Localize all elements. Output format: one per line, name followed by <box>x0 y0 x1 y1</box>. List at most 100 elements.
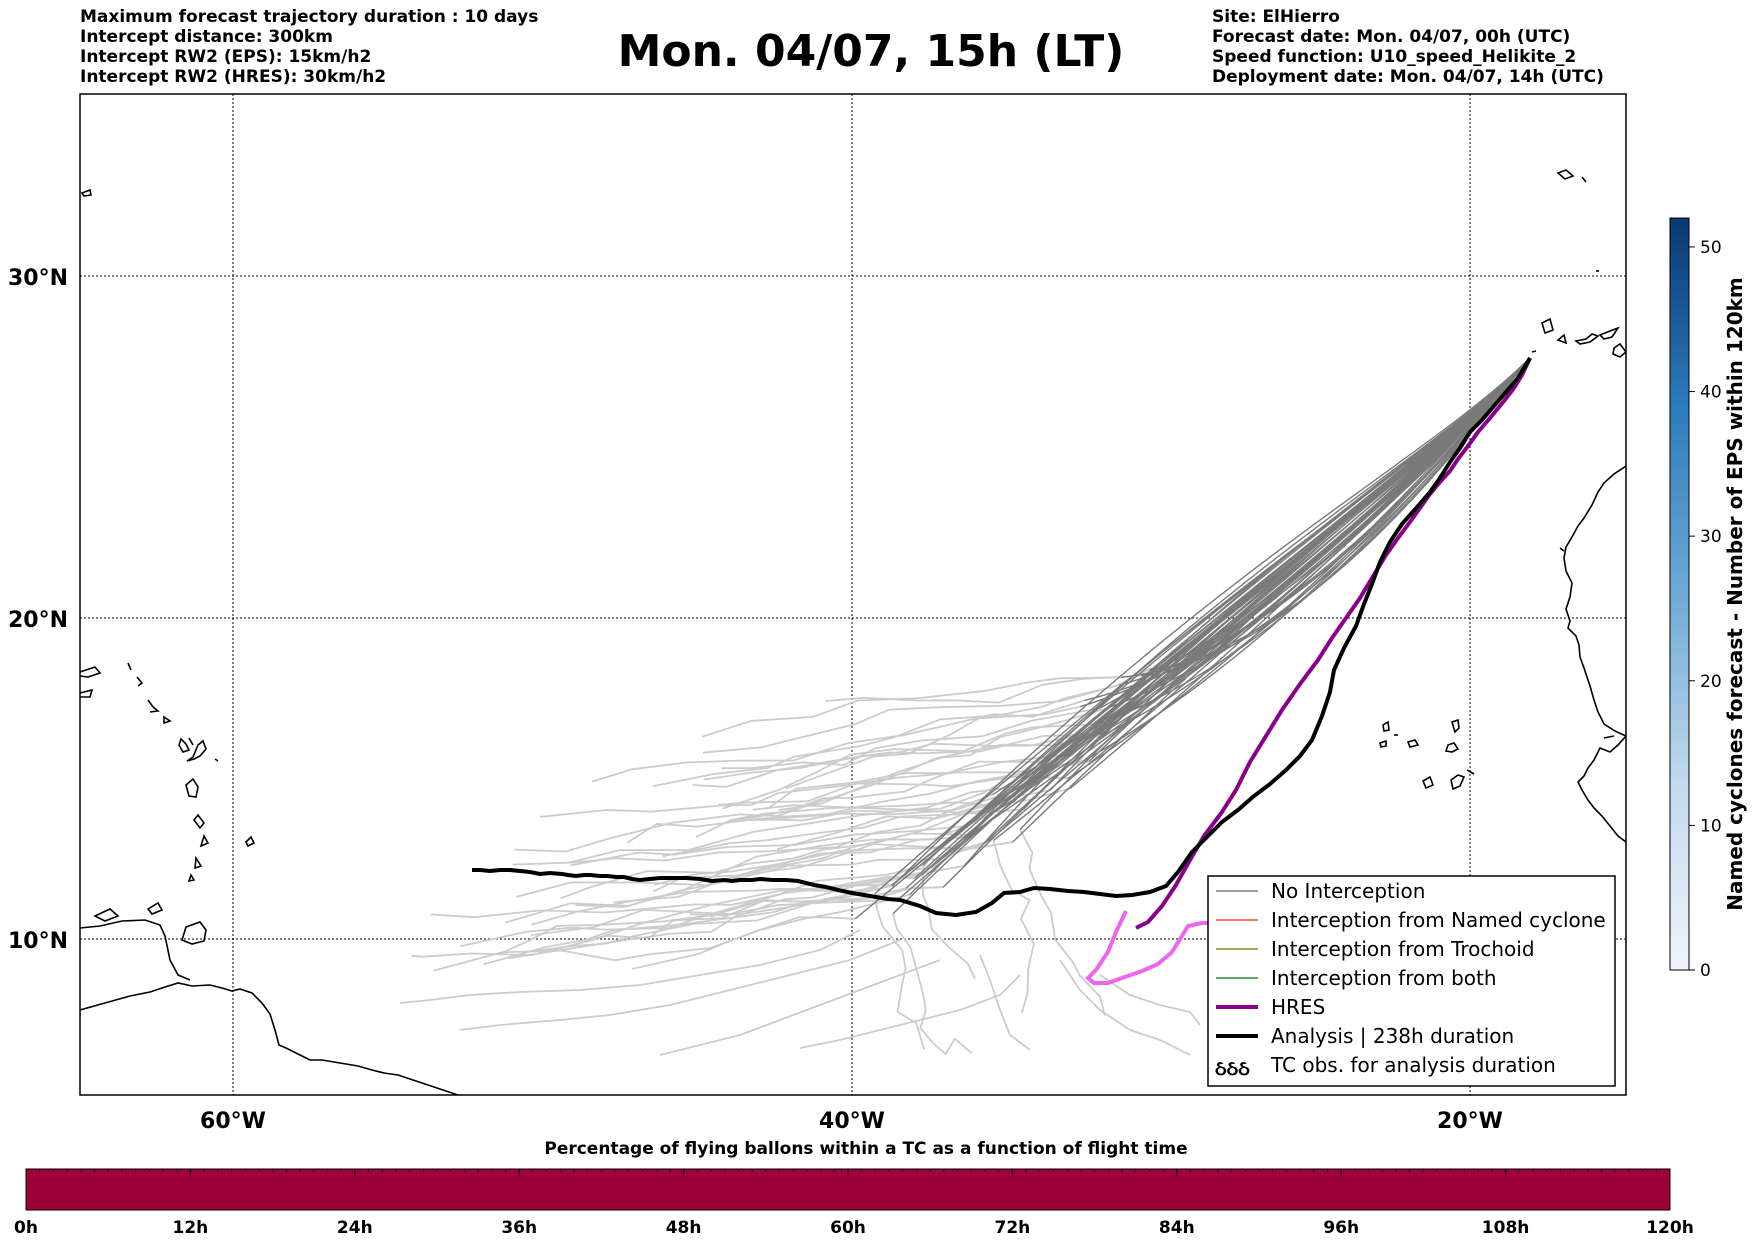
ensemble-late-segment <box>459 939 901 1031</box>
header-left-line: Maximum forecast trajectory duration : 1… <box>80 7 539 27</box>
timebar-tick-label: 96h <box>1323 1218 1359 1238</box>
colorbar-tick-label: 30 <box>1700 527 1722 547</box>
island-la-palma <box>1541 317 1554 335</box>
island-trinidad <box>181 921 207 945</box>
hres-trajectory <box>1135 357 1532 930</box>
analysis-trajectory <box>472 356 1532 918</box>
hres-late-trajectory <box>1085 910 1212 985</box>
legend-label: Analysis | 238h duration <box>1271 1024 1514 1048</box>
ensemble-late-segment <box>514 791 1012 853</box>
timebar-tick-label: 24h <box>337 1218 373 1238</box>
ensemble-late-segment <box>721 707 1100 770</box>
legend-tc-obs-glyph: ઠઠઠ <box>1215 1056 1250 1080</box>
ensemble-trajectory <box>987 357 1531 842</box>
timebar-title: Percentage of flying ballons within a TC… <box>544 1139 1187 1159</box>
colorbar-label: Named cyclones forecast - Number of EPS … <box>1723 277 1747 911</box>
timebar-tick-label: 120h <box>1646 1218 1694 1238</box>
cyclone-colorbar: 0 10 20 30 40 50 Named cyclones forecast - Nu… <box>1669 217 1747 981</box>
timebar-tick-label: 12h <box>173 1218 209 1238</box>
legend-label: Interception from Named cyclone <box>1271 908 1606 932</box>
ensemble-late-segment <box>1059 959 1191 1056</box>
ensemble-late-segment <box>567 783 1032 864</box>
legend-label: Interception from Trochoid <box>1271 937 1535 961</box>
ensemble-late-segment <box>540 759 1085 818</box>
ensemble-late-segment <box>399 929 861 1004</box>
ensemble-late-segment <box>718 773 1034 806</box>
ensemble-trajectory <box>993 357 1531 841</box>
ensemble-late-segment <box>570 825 966 867</box>
ensemble-late-segment <box>575 843 985 909</box>
coastline-west-africa <box>1563 465 1626 737</box>
ensemble-late-segment <box>654 836 965 886</box>
ensemble-late-segment <box>701 676 1122 738</box>
ensemble-late-segment <box>591 699 1085 783</box>
header-right-line: Deployment date: Mon. 04/07, 14h (UTC) <box>1212 67 1604 87</box>
legend-label: HRES <box>1271 995 1325 1019</box>
lat-label: 20°N <box>8 608 68 633</box>
axis-labels: 30°N 20°N 10°N 60°W 40°W 20°W <box>8 266 1503 1134</box>
ensemble-late-segment <box>659 959 941 1056</box>
header-left-line: Intercept distance: 300km <box>80 27 333 47</box>
ensemble-late-segment <box>727 760 1042 824</box>
ensemble-late-segment <box>1099 974 1201 1026</box>
lat-label: 30°N <box>8 266 68 291</box>
ensemble-late-segment <box>430 883 893 919</box>
ensemble-trajectory <box>924 357 1531 873</box>
lon-label: 60°W <box>200 1109 266 1134</box>
flight-time-bar: Percentage of flying ballons within a TC… <box>14 1139 1694 1238</box>
timebar-tick-label: 60h <box>830 1218 866 1238</box>
ensemble-late-segment <box>588 896 901 940</box>
header-right-line: Site: ElHierro <box>1212 7 1340 27</box>
coastline-south-america <box>80 982 463 1095</box>
ensemble-trajectory <box>891 357 1531 887</box>
legend-label: No Interception <box>1271 879 1425 903</box>
coastlines <box>80 169 1626 1095</box>
colorbar-tick-label: 40 <box>1700 383 1722 403</box>
map-frame <box>79 93 1627 1096</box>
ensemble-late-segment <box>483 887 906 966</box>
ensemble-late-segment <box>692 733 1100 788</box>
ensemble-trajectories <box>854 357 1531 920</box>
header-right-line: Forecast date: Mon. 04/07, 00h (UTC) <box>1212 27 1571 47</box>
timebar-tick-label: 0h <box>14 1218 38 1238</box>
timebar-tick-label: 48h <box>666 1218 702 1238</box>
colorbar-gradient <box>1669 217 1690 971</box>
ensemble-late-segment <box>652 684 1120 788</box>
ensemble-late-segment <box>560 832 970 900</box>
ensemble-late-segment <box>721 723 1098 810</box>
ensemble-late-segment <box>631 916 856 970</box>
ensemble-late-segment <box>799 974 1021 1049</box>
timebar-tick-label: 84h <box>1159 1218 1195 1238</box>
header-left-info: Maximum forecast trajectory duration : 1… <box>80 7 538 87</box>
timebar-tick-label: 72h <box>995 1218 1031 1238</box>
ensemble-trajectory <box>854 357 1531 920</box>
colorbar-tick-label: 0 <box>1700 961 1711 981</box>
colorbar-tick-label: 50 <box>1700 238 1722 258</box>
map-title: Mon. 04/07, 15h (LT) <box>0 26 1752 77</box>
legend-label: TC obs. for analysis duration <box>1270 1053 1556 1077</box>
ensemble-late-segment <box>979 954 1031 1051</box>
map-legend: ઠઠઠ No Interception Interception from Na… <box>1207 875 1616 1087</box>
map-title-text: Mon. 04/07, 15h (LT) <box>617 26 1125 77</box>
ensemble-late-segment <box>892 913 973 1056</box>
header-left-line: Intercept RW2 (EPS): 15km/h2 <box>80 47 372 67</box>
timebar-tick-label: 36h <box>501 1218 537 1238</box>
ensemble-late-segment <box>662 808 1024 858</box>
header-right-line: Speed function: U10_speed_Helikite_2 <box>1212 47 1577 67</box>
ensemble-late-segment <box>531 870 926 926</box>
lat-label: 10°N <box>8 929 68 954</box>
legend-label: Interception from both <box>1271 966 1497 990</box>
ensemble-late-segment <box>992 840 1035 1013</box>
ensemble-trajectory <box>1097 357 1531 725</box>
colorbar-tick-label: 10 <box>1700 816 1722 836</box>
timebar-tick-label: 108h <box>1482 1218 1530 1238</box>
ensemble-late-segment <box>874 893 926 1050</box>
ensemble-late-segment <box>1019 829 1106 1016</box>
header-right-info: Site: ElHierro Forecast date: Mon. 04/07… <box>1212 7 1604 87</box>
header-left-line: Intercept RW2 (HRES): 30km/h2 <box>80 67 387 87</box>
ensemble-trajectory <box>874 357 1531 895</box>
legend-box <box>1207 875 1616 1087</box>
colorbar-tick-label: 20 <box>1700 672 1722 692</box>
lon-label: 40°W <box>819 1109 885 1134</box>
